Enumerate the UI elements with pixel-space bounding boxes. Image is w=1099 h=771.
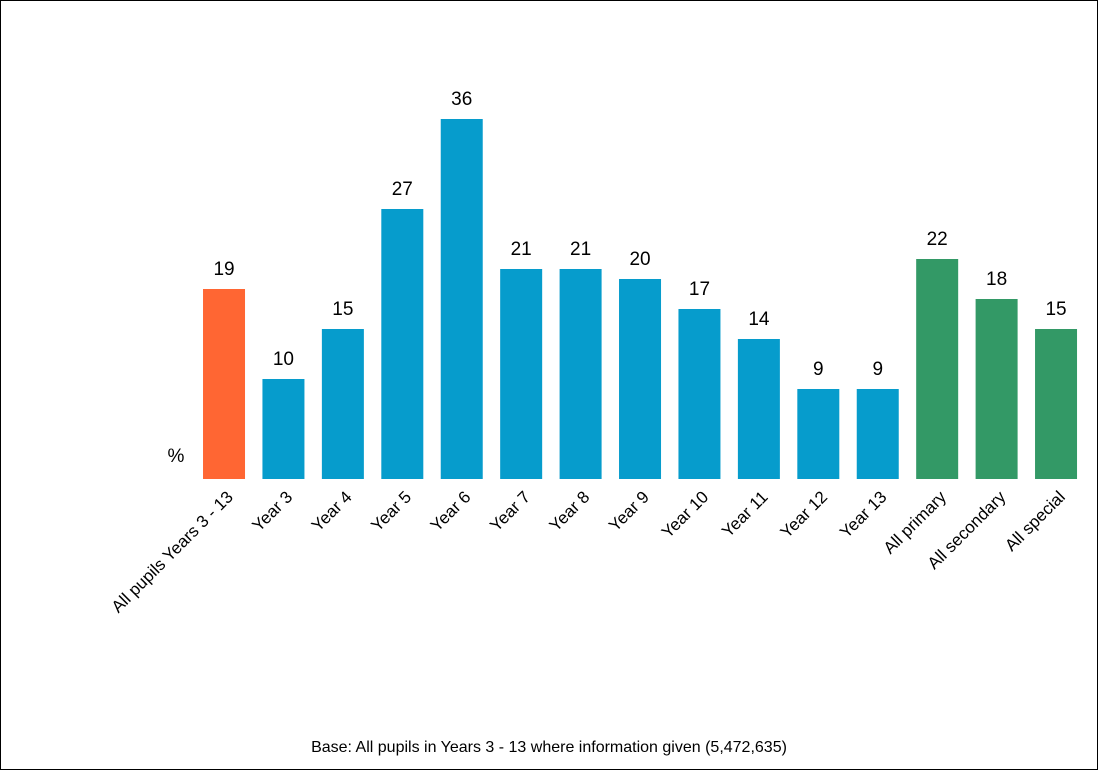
- value-label: 36: [451, 89, 472, 110]
- value-label: 17: [689, 279, 710, 300]
- value-label: 10: [273, 349, 294, 370]
- bar: [856, 389, 899, 479]
- value-label: 9: [813, 359, 824, 380]
- footnote: Base: All pupils in Years 3 - 13 where i…: [311, 739, 787, 756]
- bar: [262, 379, 305, 479]
- bar: [737, 339, 780, 479]
- y-axis-label: %: [168, 446, 185, 467]
- value-label: 18: [986, 269, 1007, 290]
- bar: [678, 309, 721, 479]
- bar: [381, 209, 424, 479]
- value-label: 27: [392, 179, 413, 200]
- value-label: 21: [570, 239, 591, 260]
- value-label: 20: [629, 249, 650, 270]
- bar: [797, 389, 840, 479]
- value-label: 22: [927, 229, 948, 250]
- bar: [500, 269, 543, 479]
- bar: [975, 299, 1018, 479]
- bar: [440, 119, 483, 479]
- bar: [916, 259, 959, 479]
- bar: [559, 269, 602, 479]
- bar: [1035, 329, 1078, 479]
- bar: [321, 329, 364, 479]
- value-label: 19: [213, 259, 234, 280]
- bar: [203, 289, 246, 479]
- bar: [619, 279, 662, 479]
- value-label: 15: [1045, 299, 1066, 320]
- value-label: 21: [511, 239, 532, 260]
- value-label: 15: [332, 299, 353, 320]
- value-label: 14: [748, 309, 770, 330]
- value-label: 9: [872, 359, 883, 380]
